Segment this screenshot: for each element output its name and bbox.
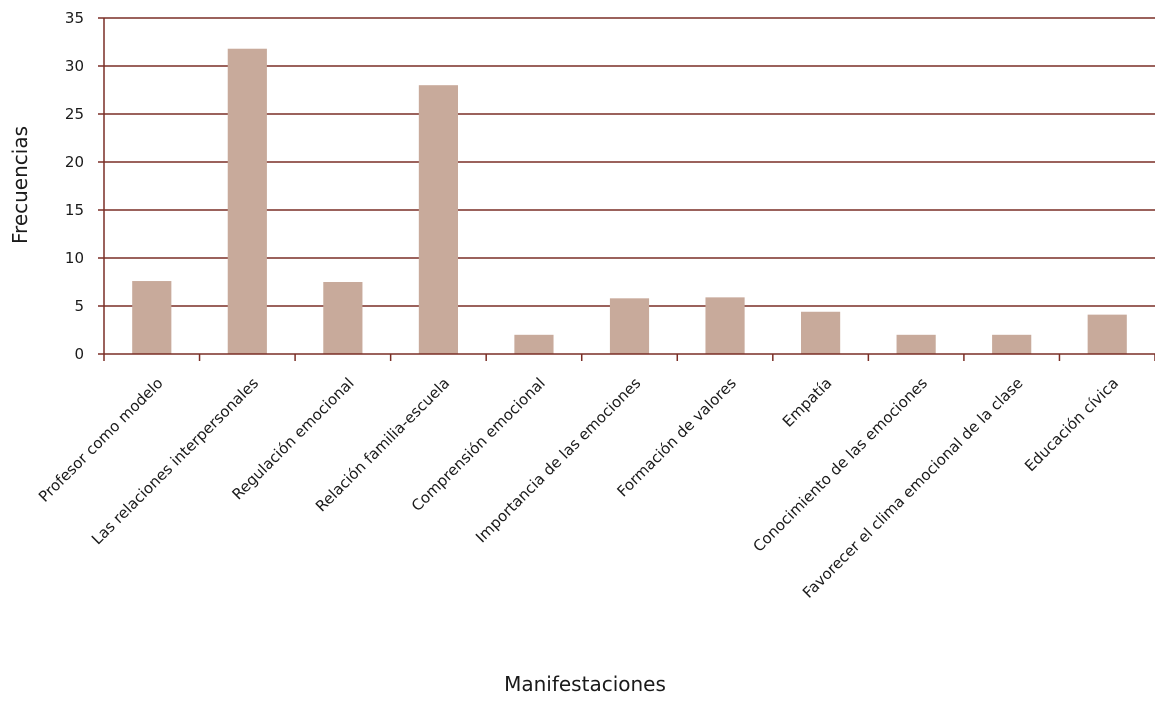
bar [323, 282, 363, 354]
axes [98, 17, 1155, 361]
y-tick-labels: 0 5 10 15 20 25 30 35 [65, 9, 84, 363]
bar [896, 334, 936, 354]
bars [132, 48, 1127, 354]
x-category-label: Favorecer el clima emocional de la clase [799, 374, 1027, 602]
y-tick-label: 25 [65, 105, 84, 123]
x-category-label: Conocimiento de las emociones [749, 374, 931, 556]
bar [418, 85, 458, 354]
y-tick-label: 5 [74, 297, 84, 315]
y-tick-label: 30 [65, 57, 84, 75]
x-category-label: Importancia de las emociones [472, 374, 644, 546]
bar [514, 334, 554, 354]
x-category-label: Empatía [779, 374, 836, 431]
y-tick-label: 0 [74, 345, 84, 363]
y-tick-label: 20 [65, 153, 84, 171]
x-category-label: Las relaciones interpersonales [88, 374, 262, 548]
bar [992, 334, 1032, 354]
bar [801, 311, 841, 354]
y-tick-label: 10 [65, 249, 84, 267]
x-category-label: Educación cívica [1021, 374, 1122, 475]
x-axis-title: Manifestaciones [504, 672, 666, 696]
bar [132, 281, 172, 354]
bar [227, 48, 267, 354]
bar [1087, 314, 1127, 354]
gridlines [104, 17, 1155, 307]
bar [609, 298, 650, 354]
y-tick-label: 35 [65, 9, 84, 27]
y-tick-label: 15 [65, 201, 84, 219]
bar [705, 297, 745, 354]
y-axis-title: Frecuencias [8, 126, 32, 244]
